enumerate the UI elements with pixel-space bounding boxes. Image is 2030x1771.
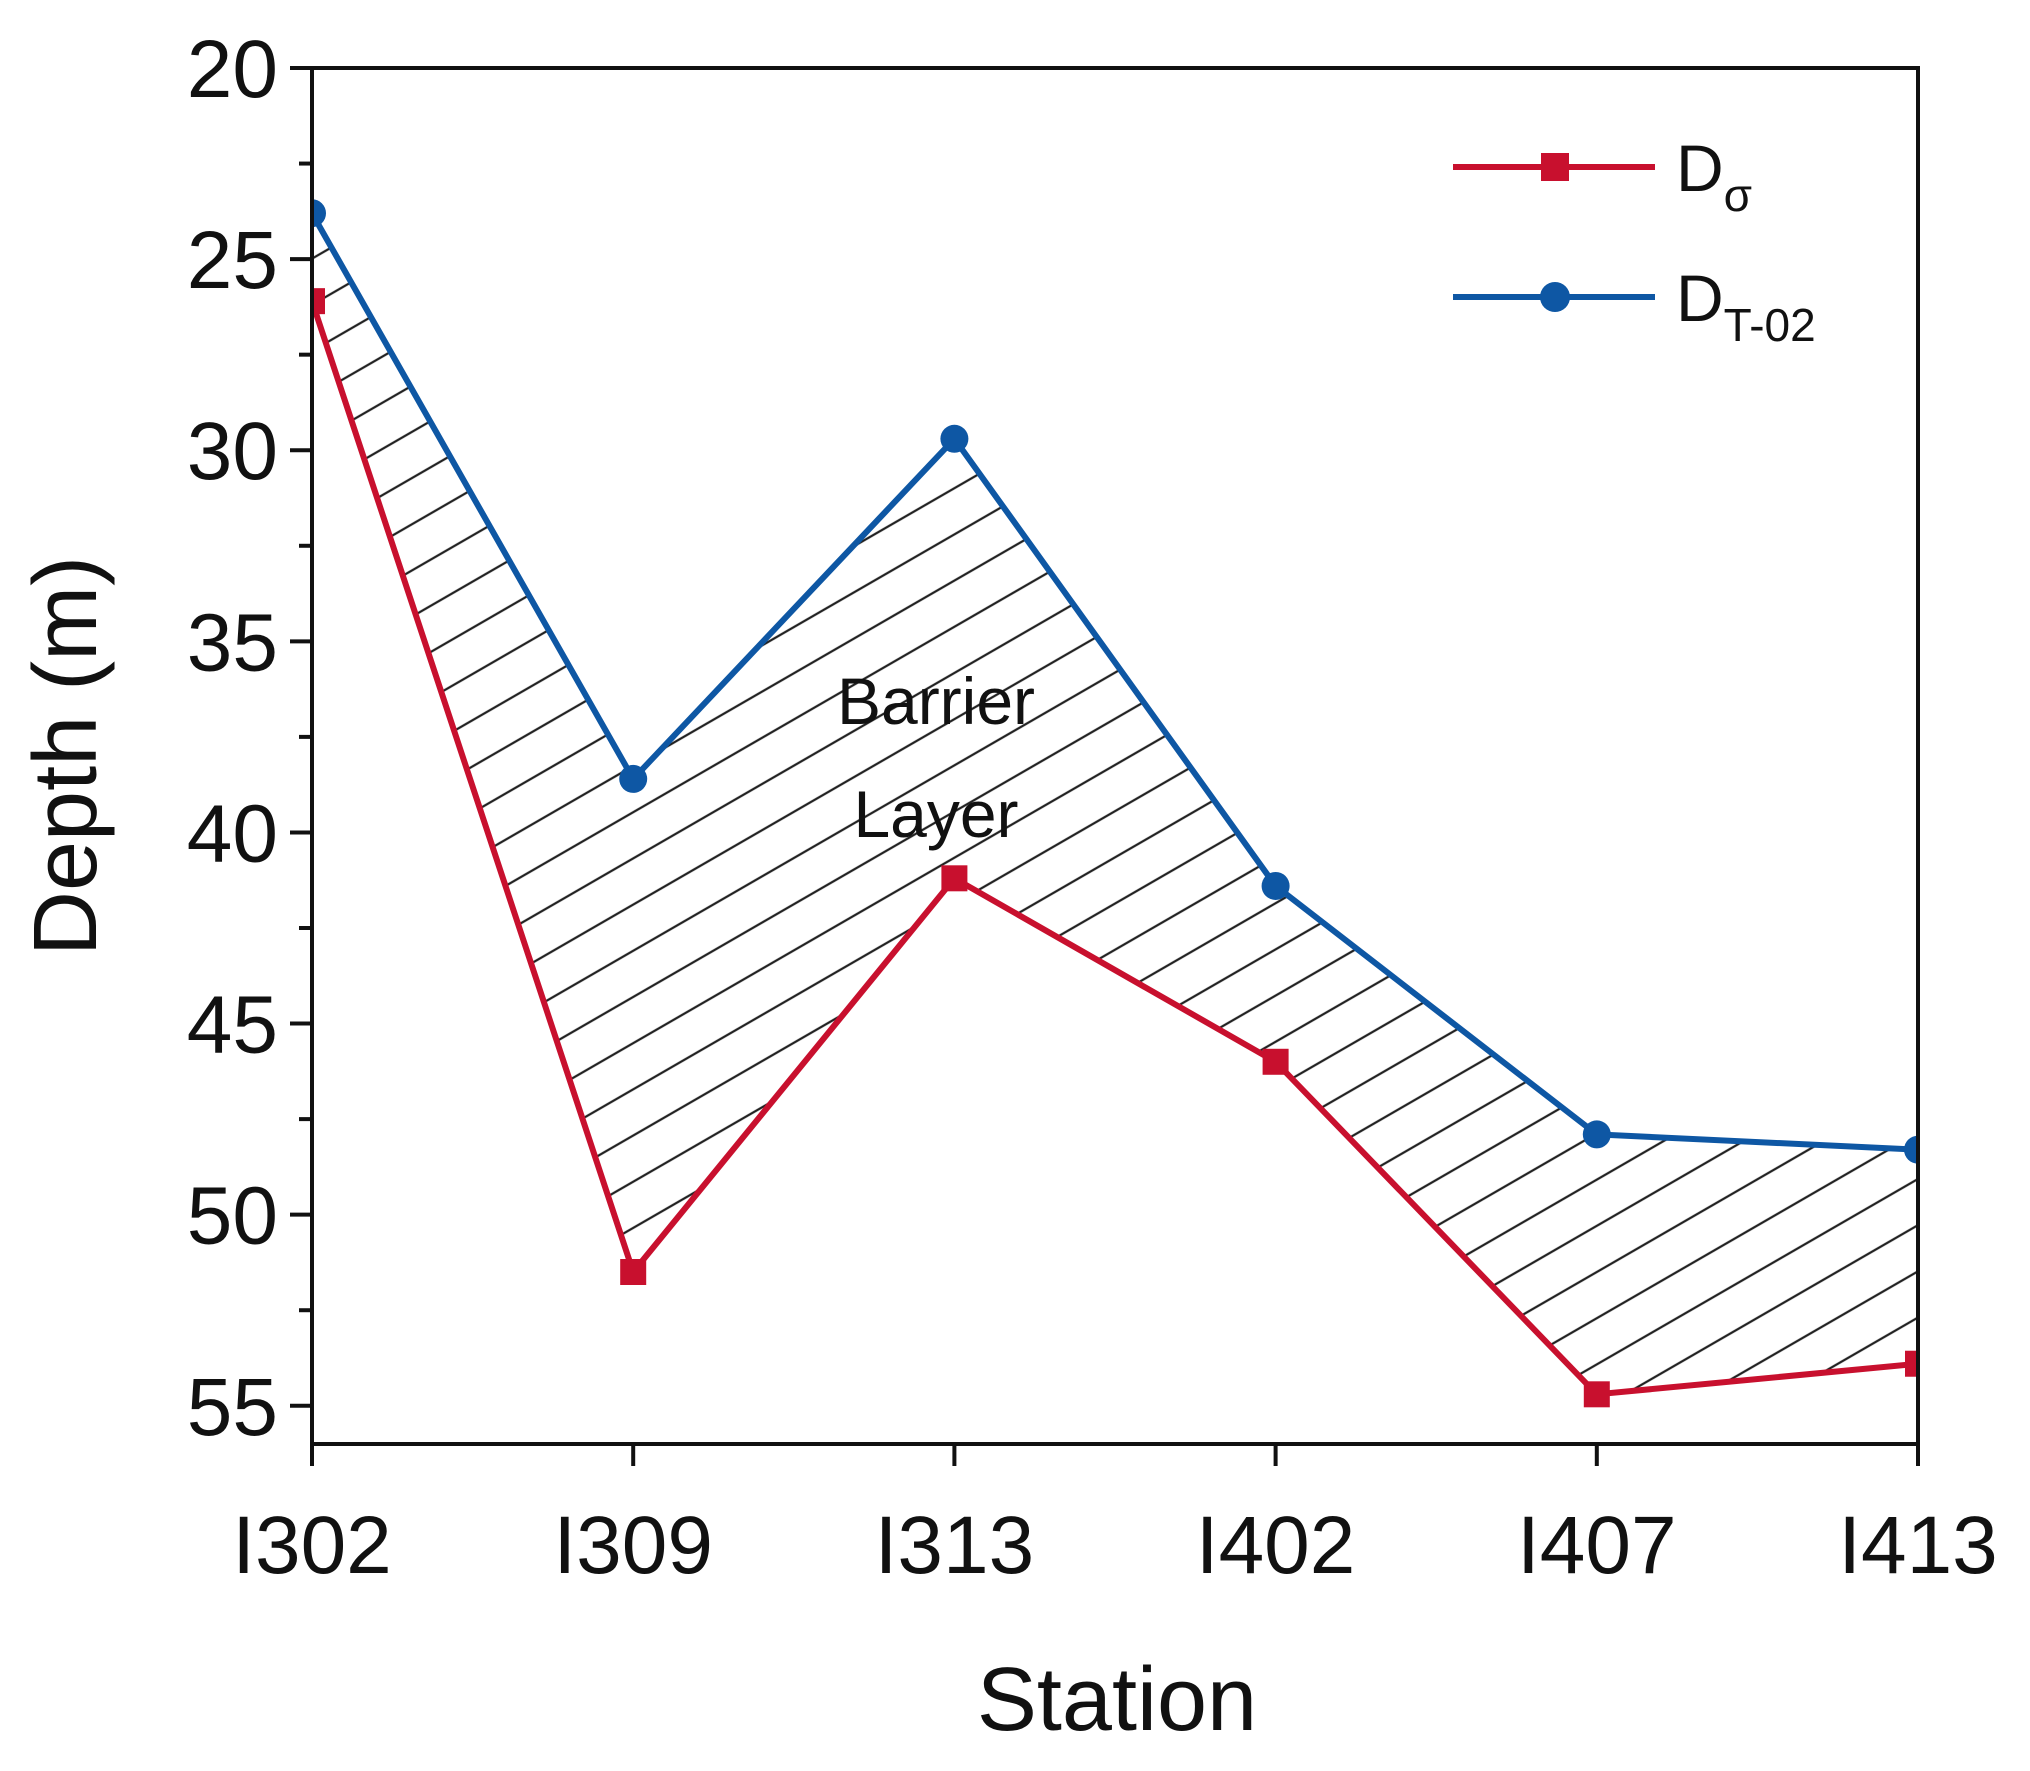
x-tick-label-I309: I309	[553, 1500, 713, 1591]
d-sigma-point-I413	[1905, 1350, 1918, 1377]
d-sigma-point-I309	[620, 1259, 647, 1285]
y-tick-label: 20	[187, 24, 278, 115]
legend-marker-d-sigma	[1541, 153, 1569, 181]
y-tick-label: 25	[187, 215, 278, 306]
y-axis: 20 25 30 35 40 45 50 55	[187, 24, 312, 1453]
d-t02-point-I402	[1261, 871, 1290, 900]
d-t02-point-I413	[1904, 1135, 1918, 1164]
x-tick-label-I402: I402	[1196, 1500, 1356, 1591]
y-tick-label: 40	[187, 788, 278, 879]
legend-label-d-sigma: Dσ	[1676, 131, 1752, 221]
hatch-area	[312, 213, 1918, 1395]
legend-marker-d-t02	[1540, 282, 1570, 312]
series-line-d-sigma	[312, 300, 1918, 1398]
d-t02-point-I313	[940, 424, 969, 453]
y-tick-label: 55	[187, 1362, 278, 1453]
plot-frame	[310, 66, 1920, 1446]
d-t02-point-I407	[1582, 1120, 1611, 1149]
y-tick-label: 45	[187, 980, 278, 1071]
y-tick-label: 30	[187, 406, 278, 497]
series-line-d-t02	[312, 211, 1918, 1153]
series-layer	[312, 199, 1918, 1408]
annotation-layer: Layer	[853, 777, 1018, 851]
y-tick-label: 35	[187, 597, 278, 688]
annotation-barrier: Barrier	[837, 664, 1035, 738]
d-t02-point-I302	[312, 199, 326, 228]
x-tick-label-I413: I413	[1838, 1500, 1998, 1591]
d-sigma-point-I402	[1262, 1048, 1289, 1075]
barrier-layer-hatch	[312, 213, 1918, 1395]
x-axis-title: Station	[977, 1650, 1257, 1750]
x-tick-label-I302: I302	[232, 1500, 392, 1591]
x-tick-label-I313: I313	[875, 1500, 1035, 1591]
legend: Dσ DT-02	[1453, 131, 1816, 351]
x-axis: I302 I309 I313 I402 I407 I413	[232, 1444, 1998, 1591]
legend-label-d-t02: DT-02	[1676, 261, 1816, 351]
d-t02-point-I309	[619, 764, 648, 793]
x-tick-label-I407: I407	[1517, 1500, 1677, 1591]
d-sigma-point-I407	[1583, 1381, 1610, 1408]
y-axis-title: Depth (m)	[16, 556, 116, 956]
y-tick-label: 50	[187, 1171, 278, 1262]
d-sigma-point-I302	[312, 288, 325, 315]
d-sigma-point-I313	[941, 865, 968, 892]
